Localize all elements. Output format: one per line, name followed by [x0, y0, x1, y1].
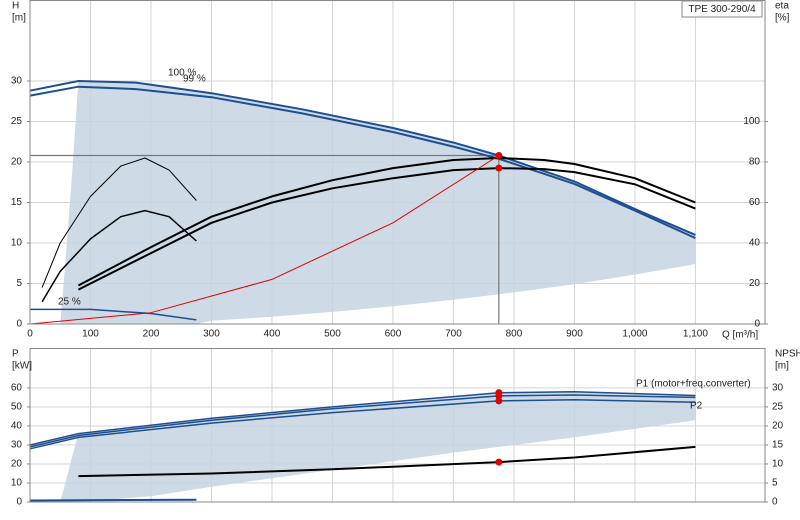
- axis-title: [kW]: [12, 361, 32, 372]
- curve: [29, 394, 696, 448]
- curve: [77, 157, 696, 287]
- y2-tick-label: 10: [772, 459, 784, 470]
- axis-title: H: [12, 1, 19, 12]
- y2-tick-label: 20: [772, 421, 784, 432]
- curve: [29, 80, 696, 236]
- y2-tick-label: 15: [772, 440, 784, 451]
- y2-tick-label: 100: [743, 116, 760, 127]
- curve: [29, 85, 696, 240]
- axis-title: [m]: [775, 361, 789, 372]
- x-tick-label: 1,100: [683, 329, 708, 340]
- y-tick-label: 50: [11, 402, 23, 413]
- y2-tick-label: 0: [754, 319, 760, 330]
- axis-title: Q [m³/h]: [722, 330, 758, 341]
- y-tick-label: 5: [16, 278, 22, 289]
- x-tick-label: 200: [143, 329, 160, 340]
- axis-title: NPSH: [775, 349, 800, 360]
- x-tick-label: 700: [445, 329, 462, 340]
- y2-tick-label: 0: [772, 497, 778, 508]
- curve-label: 99 %: [183, 74, 206, 85]
- y2-tick-label: 5: [772, 478, 778, 489]
- x-tick-label: 100: [82, 329, 99, 340]
- x-tick-label: 900: [566, 329, 583, 340]
- curve: [29, 155, 500, 325]
- y-tick-label: 60: [11, 383, 23, 394]
- x-tick-label: 500: [324, 329, 341, 340]
- y-tick-label: 40: [11, 421, 23, 432]
- duty-point: [495, 458, 503, 466]
- y2-tick-label: 40: [749, 238, 761, 249]
- operating-range: [60, 81, 696, 324]
- y-tick-label: 30: [11, 76, 23, 87]
- curve-label: P1 (motor+freq.converter): [636, 379, 751, 390]
- axis-title: [m]: [12, 13, 26, 24]
- curve-label: 100 %: [168, 68, 196, 79]
- y-tick-label: 0: [16, 319, 22, 330]
- y-tick-label: 25: [11, 116, 23, 127]
- y-tick-label: 15: [11, 197, 23, 208]
- curve: [41, 157, 197, 288]
- curve: [41, 209, 197, 303]
- axis-title: eta: [775, 1, 789, 12]
- curve: [78, 445, 696, 478]
- x-tick-label: 300: [203, 329, 220, 340]
- y-tick-label: 20: [11, 157, 23, 168]
- y2-tick-label: 20: [749, 278, 761, 289]
- plot-frame: [29, 348, 766, 503]
- duty-point: [495, 392, 503, 400]
- y2-tick-label: 60: [749, 197, 761, 208]
- y-tick-label: 20: [11, 459, 23, 470]
- y2-tick-label: 30: [772, 383, 784, 394]
- duty-point: [495, 397, 503, 405]
- y2-tick-label: 25: [772, 402, 784, 413]
- curve-label: 25 %: [58, 297, 81, 308]
- x-tick-label: 800: [506, 329, 523, 340]
- y-tick-label: 30: [11, 440, 23, 451]
- duty-point: [495, 164, 503, 172]
- chart-title: TPE 300-290/4: [688, 4, 756, 15]
- curve: [29, 398, 696, 450]
- curve: [30, 308, 197, 321]
- axis-title: P: [12, 349, 19, 360]
- y-tick-label: 10: [11, 238, 23, 249]
- curve: [29, 498, 197, 502]
- duty-point: [495, 152, 503, 160]
- x-tick-label: 600: [385, 329, 402, 340]
- curve: [29, 390, 696, 446]
- x-tick-label: 0: [27, 329, 33, 340]
- x-tick-label: 400: [264, 329, 281, 340]
- title-box: [681, 0, 763, 18]
- y-tick-label: 10: [11, 478, 23, 489]
- curve: [77, 167, 696, 291]
- axis-title: [%]: [775, 13, 790, 24]
- y2-tick-label: 80: [749, 157, 761, 168]
- x-tick-label: 1,000: [622, 329, 647, 340]
- curve-label: P2: [690, 401, 703, 412]
- y-tick-label: 0: [16, 497, 22, 508]
